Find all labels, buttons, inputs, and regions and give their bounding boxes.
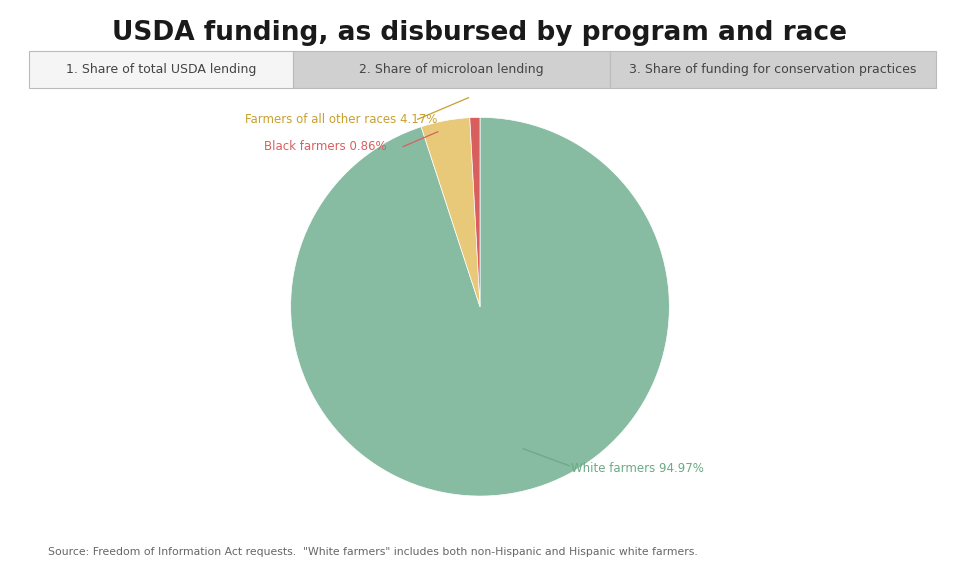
Text: Farmers of all other races 4.17%: Farmers of all other races 4.17%	[245, 113, 437, 126]
Text: Black farmers 0.86%: Black farmers 0.86%	[264, 140, 387, 153]
Text: 1. Share of total USDA lending: 1. Share of total USDA lending	[65, 63, 256, 76]
Wedge shape	[469, 118, 480, 307]
Wedge shape	[291, 118, 669, 496]
Text: Source: Freedom of Information Act requests.  "White farmers" includes both non-: Source: Freedom of Information Act reque…	[48, 546, 698, 557]
Text: 2. Share of microloan lending: 2. Share of microloan lending	[359, 63, 543, 76]
Text: 3. Share of funding for conservation practices: 3. Share of funding for conservation pra…	[629, 63, 917, 76]
Text: White farmers 94.97%: White farmers 94.97%	[571, 462, 704, 475]
Wedge shape	[421, 118, 480, 307]
Text: USDA funding, as disbursed by program and race: USDA funding, as disbursed by program an…	[112, 20, 848, 46]
